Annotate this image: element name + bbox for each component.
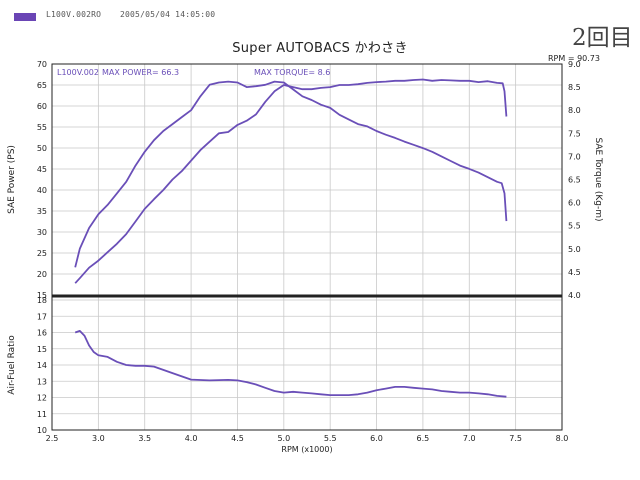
y-tick-label: 30	[37, 228, 47, 237]
y2-tick-label: 4.5	[568, 268, 581, 277]
x-tick-label: 4.0	[185, 434, 198, 443]
y2-tick-label: 4.0	[568, 291, 581, 300]
x-axis-label: RPM (x1000)	[281, 445, 332, 454]
x-tick-label: 4.5	[231, 434, 244, 443]
x-tick-label: 6.0	[370, 434, 383, 443]
run-datetime: 2005/05/04 14:05:00	[120, 10, 216, 19]
y-tick-label: 60	[37, 102, 47, 111]
y2-tick-label: 5.5	[568, 222, 581, 231]
x-tick-label: 6.5	[417, 434, 430, 443]
y2-tick-label: 7.0	[568, 152, 581, 161]
run-id-label: L100V.002	[57, 68, 99, 77]
x-tick-label: 5.0	[277, 434, 290, 443]
y-tick-label: 55	[37, 123, 47, 132]
y-tick-label: 45	[37, 165, 47, 174]
file-id: L100V.002RO	[46, 10, 102, 19]
y-tick-label: 65	[37, 81, 47, 90]
y-tick-label: 50	[37, 144, 47, 153]
af-tick-label: 11	[37, 410, 47, 419]
y-tick-label: 40	[37, 186, 47, 195]
af-axis-label: Air-Fuel Ratio	[7, 335, 17, 395]
x-tick-label: 7.5	[509, 434, 522, 443]
x-tick-label: 7.0	[463, 434, 476, 443]
plot-frame	[51, 63, 563, 431]
x-tick-label: 5.5	[324, 434, 337, 443]
handwritten-note: 2回目	[572, 25, 633, 51]
y-tick-label: 35	[37, 207, 47, 216]
torque-curve	[74, 80, 508, 268]
max-power-label: MAX POWER= 66.3	[102, 68, 179, 77]
af-tick-label: 18	[37, 296, 47, 305]
af-tick-label: 15	[37, 345, 47, 354]
y2-axis-label: SAE Torque (Kg-m)	[593, 137, 603, 221]
y2-tick-label: 7.5	[568, 129, 581, 138]
x-tick-label: 3.0	[92, 434, 105, 443]
y-tick-label: 25	[37, 249, 47, 258]
af-tick-label: 16	[37, 329, 47, 338]
y2-tick-label: 8.0	[568, 106, 581, 115]
y2-tick-label: 9.0	[568, 60, 581, 69]
y2-tick-label: 6.5	[568, 176, 581, 185]
y2-tick-label: 8.5	[568, 83, 581, 92]
chart-title: Super AUTOBACS かわさき	[232, 41, 408, 56]
x-tick-label: 2.5	[46, 434, 59, 443]
y-tick-label: 70	[37, 60, 47, 69]
x-tick-label: 8.0	[556, 434, 569, 443]
max-torque-label: MAX TORQUE= 8.6	[254, 68, 330, 77]
legend-swatch	[14, 13, 36, 21]
y-tick-label: 20	[37, 270, 47, 279]
air-fuel-curve	[74, 330, 507, 398]
y2-tick-label: 5.0	[568, 245, 581, 254]
y-axis-label: SAE Power (PS)	[7, 145, 17, 214]
y2-tick-label: 6.0	[568, 199, 581, 208]
af-tick-label: 17	[37, 312, 47, 321]
af-tick-label: 14	[37, 361, 47, 370]
af-tick-label: 10	[37, 426, 47, 435]
af-tick-label: 13	[37, 377, 47, 386]
x-tick-label: 3.5	[138, 434, 151, 443]
y-tick-label: 15	[37, 291, 47, 300]
power-curve	[74, 78, 508, 284]
rpm-max-label: RPM = 90.73	[548, 54, 600, 63]
af-tick-label: 12	[37, 394, 47, 403]
